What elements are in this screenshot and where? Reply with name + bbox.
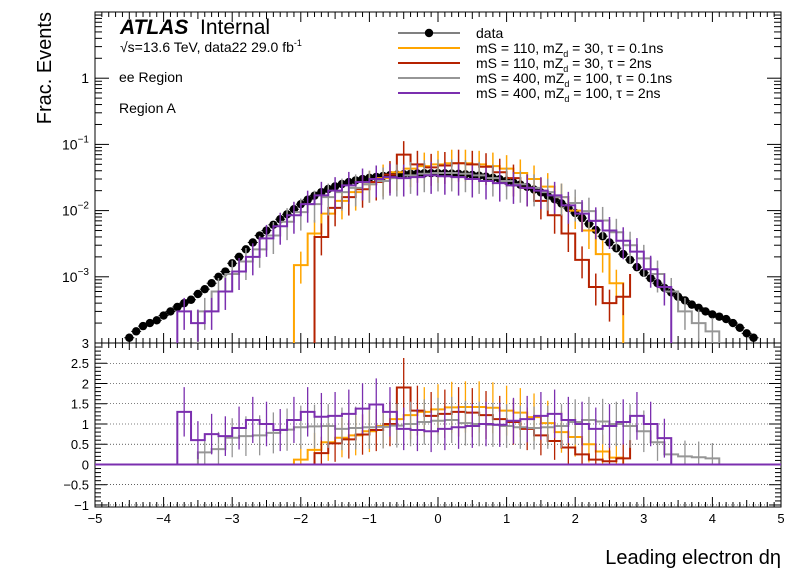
data-point — [152, 316, 161, 325]
legend-label-s400_01: mS = 400, mZd = 100, τ = 0.1ns — [476, 70, 672, 89]
top-axes: 10−310−210−11 — [62, 11, 781, 344]
data-point — [694, 303, 703, 313]
data-point — [166, 307, 175, 316]
legend-label-text: mS = 110, mZ — [476, 55, 564, 71]
data-point — [687, 300, 697, 309]
y-tick-base: 10 — [62, 203, 78, 219]
ratio-y-tick-label: 2.5 — [71, 356, 89, 371]
data-point — [735, 323, 745, 332]
ratio-y-tick-label: 1.5 — [71, 397, 89, 412]
ratio-y-tick-label: 0 — [82, 457, 89, 472]
region-label-2: Region A — [119, 100, 176, 116]
region-label-1: ee Region — [119, 69, 183, 85]
legend-label-data: data — [476, 25, 503, 41]
ratio-y-tick-label: −0.5 — [63, 478, 89, 493]
x-tick-label: −5 — [88, 511, 103, 526]
legend-label-text: mS = 400, mZ — [476, 85, 565, 101]
legend-label-text: = 30, τ = 0.1ns — [568, 40, 663, 56]
data-point — [193, 289, 203, 299]
data-point — [742, 329, 751, 338]
legend-label-s110_01: mS = 110, mZd = 30, τ = 0.1ns — [476, 40, 663, 59]
data-point — [200, 284, 209, 294]
y-tick-label: 10−1 — [62, 134, 89, 152]
legend-label-subscript: d — [564, 94, 569, 104]
x-tick-label: −2 — [293, 511, 308, 526]
x-tick-label: 2 — [572, 511, 579, 526]
ratio-y-tick-label: 1 — [82, 417, 89, 432]
x-tick-label: 1 — [503, 511, 510, 526]
data-point — [728, 318, 738, 328]
x-tick-label: 4 — [709, 511, 716, 526]
legend-label-s400_2: mS = 400, mZd = 100, τ = 2ns — [476, 85, 660, 104]
y-tick-label: 1 — [81, 70, 89, 86]
data-point — [145, 318, 155, 328]
ratio-y-tick-label: 2 — [82, 376, 89, 391]
x-axis-title: Leading electron dη — [605, 547, 781, 569]
legend-label-text: = 100, τ = 2ns — [569, 85, 660, 101]
data-point — [138, 321, 148, 331]
y-tick-exponent: −2 — [78, 201, 90, 212]
ratio-series — [95, 357, 781, 466]
y-axis-title: Frac. Events — [34, 12, 56, 124]
y-tick-base: 10 — [62, 136, 78, 152]
data-point — [701, 307, 710, 316]
energy-text: √s=13.6 TeV, data22 29.0 fb — [120, 39, 294, 55]
x-axis: −5 −4 −3 −2 −1 0 1 2 3 4 5 — [88, 12, 785, 526]
legend-label-text: = 100, τ = 0.1ns — [569, 70, 672, 86]
legend-label-text: mS = 110, mZ — [476, 40, 564, 56]
hist-s400_2 — [176, 174, 673, 343]
hist-s400_01 — [196, 171, 721, 343]
ratio-y-tick-label: 0.5 — [71, 437, 89, 452]
atlas-label: ATLAS — [119, 16, 188, 39]
atlas-status: Internal — [200, 16, 270, 39]
x-tick-label: 0 — [434, 511, 441, 526]
legend-label-text: = 30, τ = 2ns — [568, 55, 651, 71]
energy-label: √s=13.6 TeV, data22 29.0 fb-1 — [120, 38, 302, 55]
x-tick-label: 3 — [640, 511, 647, 526]
data-point — [173, 302, 182, 312]
x-tick-label: 5 — [777, 511, 784, 526]
data-point — [248, 238, 257, 247]
y-tick-label: 10−3 — [62, 267, 89, 285]
ratio-axes: −1 −0.5 0 0.5 1 1.5 2 2.5 3 — [63, 336, 781, 513]
data-point — [749, 333, 758, 342]
y-tick-base: 10 — [62, 269, 78, 285]
top-series — [124, 141, 759, 343]
data-point — [186, 295, 196, 304]
x-tick-label: −1 — [362, 511, 377, 526]
legend-label-subscript: d — [563, 64, 568, 74]
data-point — [159, 311, 168, 320]
energy-sup: -1 — [294, 38, 302, 48]
y-tick-exponent: −3 — [78, 267, 90, 278]
x-tick-label: −4 — [156, 511, 171, 526]
ratio-y-tick-label: −1 — [74, 498, 89, 513]
data-point — [214, 272, 223, 281]
y-tick-label: 10−2 — [62, 201, 89, 219]
data-point — [234, 252, 244, 262]
ratio-y-tick-label: 3 — [82, 336, 89, 351]
data-point — [721, 314, 731, 324]
legend-label-s110_2: mS = 110, mZd = 30, τ = 2ns — [476, 55, 652, 74]
legend-label-subscript: d — [564, 79, 569, 89]
legend-label-text: mS = 400, mZ — [476, 70, 565, 86]
data-point — [131, 327, 141, 336]
y-tick-exponent: −1 — [78, 134, 90, 145]
data-point — [207, 279, 216, 288]
x-tick-label: −3 — [225, 511, 240, 526]
data-point — [125, 333, 134, 342]
legend-label-subscript: d — [563, 49, 568, 59]
legend-data-marker — [424, 28, 434, 38]
